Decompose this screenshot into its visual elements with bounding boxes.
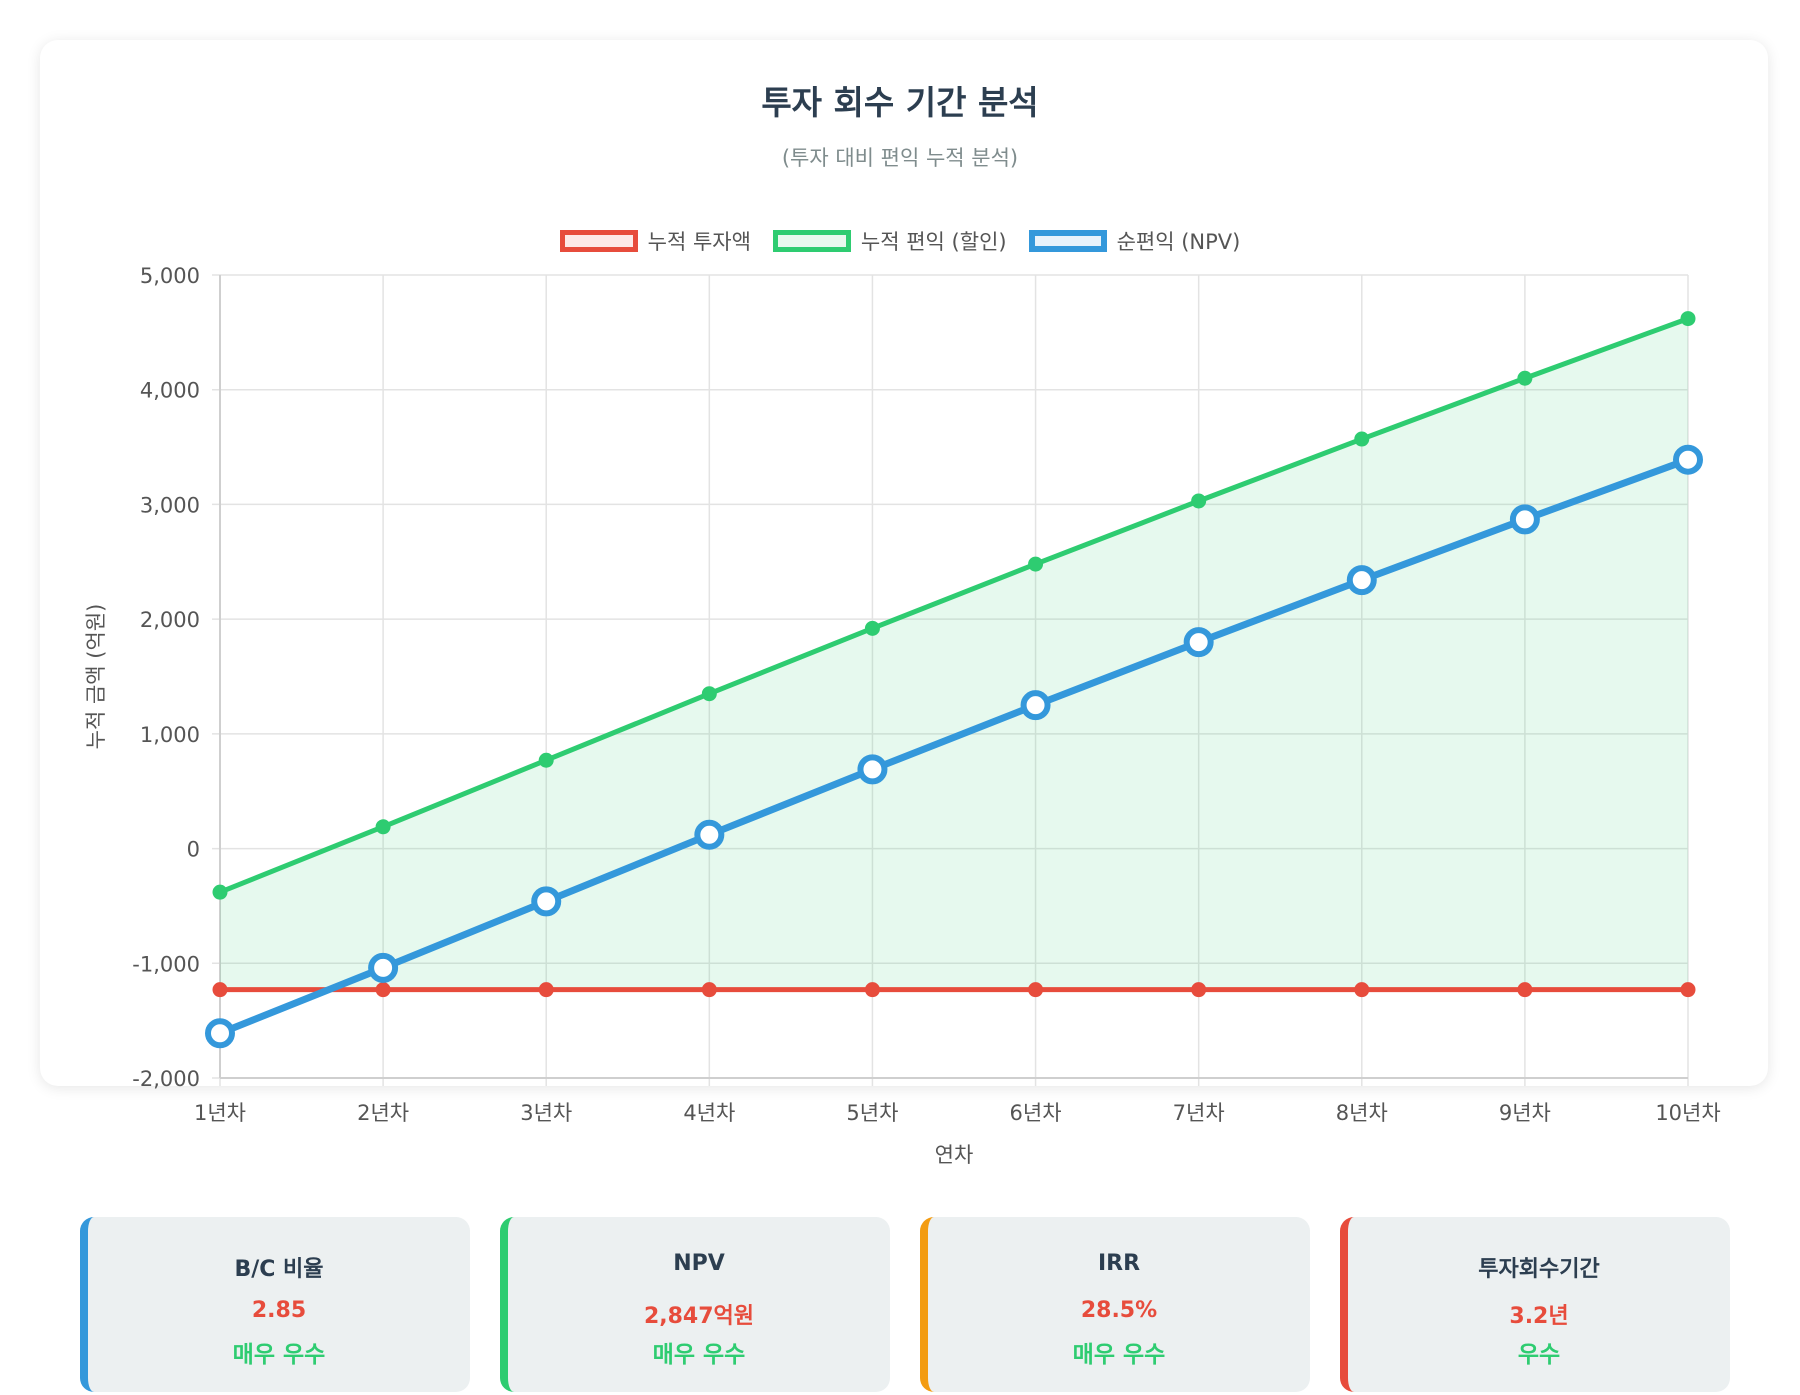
data-point-benefit	[1354, 431, 1370, 447]
y-tick-label: -1,000	[132, 952, 200, 976]
y-tick-label: 2,000	[140, 608, 200, 632]
data-point-investment	[701, 982, 717, 998]
line-chart: 5,000 4,000 3,000 2,000 1,000 0 -1,000 -2,000 1년…	[84, 264, 1721, 1167]
x-tick-label: 10년차	[1655, 1101, 1720, 1125]
x-tick-label: 8년차	[1336, 1101, 1388, 1125]
metric-rating: 매우 우수	[652, 1342, 746, 1368]
metric-card-npv: NPV 2,847억원 매우 우수	[500, 1217, 890, 1392]
x-tick-label: 3년차	[520, 1101, 572, 1125]
data-point-investment	[212, 982, 228, 998]
data-point-benefit	[864, 620, 880, 636]
metric-card-irr: IRR 28.5% 매우 우수	[920, 1217, 1310, 1392]
y-tick-label: 0	[187, 838, 200, 862]
data-point-benefit	[212, 884, 228, 900]
metric-value: 28.5%	[1080, 1298, 1158, 1323]
x-tick-label: 5년차	[846, 1101, 898, 1125]
x-tick-label: 1년차	[194, 1101, 246, 1125]
y-tick-label: 3,000	[140, 493, 200, 517]
x-tick-label: 2년차	[357, 1101, 409, 1125]
data-point-npv	[368, 952, 399, 983]
metric-label: B/C 비율	[234, 1257, 324, 1282]
data-point-npv	[857, 754, 888, 785]
legend-swatch-npv	[1028, 230, 1107, 252]
data-point-benefit	[538, 752, 554, 768]
data-point-investment	[1191, 982, 1207, 998]
data-point-investment	[1028, 982, 1044, 998]
data-point-investment	[1354, 982, 1370, 998]
chart-legend: 누적 투자액 누적 편익 (할인) 순편익 (NPV)	[0, 226, 1800, 256]
legend-item-investment[interactable]: 누적 투자액	[559, 226, 751, 256]
data-point-npv	[1020, 690, 1051, 721]
metrics-row: B/C 비율 2.85 매우 우수 NPV 2,847억원 매우 우수 IRR …	[80, 1217, 1730, 1395]
metric-rating: 매우 우수	[1072, 1342, 1166, 1368]
metric-value: 2.85	[251, 1298, 307, 1323]
series-line-benefit	[219, 316, 1689, 895]
x-tick-label: 9년차	[1499, 1101, 1551, 1125]
x-tick-label: 4년차	[683, 1101, 735, 1125]
data-point-investment	[375, 982, 391, 998]
legend-label-npv: 순편익 (NPV)	[1116, 230, 1241, 254]
chart-card	[40, 40, 1768, 1086]
x-tick-label: 7년차	[1173, 1101, 1225, 1125]
legend-item-npv[interactable]: 순편익 (NPV)	[1028, 226, 1241, 256]
x-tick-label: 6년차	[1010, 1101, 1062, 1125]
y-tick-label: 4,000	[140, 379, 200, 403]
metric-card-payback: 투자회수기간 3.2년 우수	[1340, 1217, 1730, 1392]
legend-label-investment: 누적 투자액	[647, 230, 751, 254]
legend-label-benefit: 누적 편익 (할인)	[860, 230, 1007, 254]
y-tick-label: 5,000	[140, 264, 200, 288]
metric-value: 2,847억원	[643, 1304, 755, 1329]
metric-rating: 우수	[1517, 1342, 1561, 1368]
data-point-benefit	[1191, 493, 1207, 509]
metric-card-bc-ratio: B/C 비율 2.85 매우 우수	[80, 1217, 470, 1392]
data-point-investment	[1680, 982, 1696, 998]
data-point-npv	[1673, 444, 1703, 475]
data-point-benefit	[1680, 311, 1696, 327]
data-point-npv	[1183, 627, 1214, 658]
series-line-npv	[218, 456, 1690, 1037]
data-point-benefit	[1517, 370, 1533, 386]
y-axis-title: 누적 금액 (억원)	[84, 604, 108, 750]
data-point-npv	[694, 819, 725, 850]
data-point-npv	[205, 1018, 235, 1049]
x-axis-title: 연차	[935, 1143, 974, 1167]
data-point-investment	[538, 982, 554, 998]
metric-label: NPV	[673, 1251, 725, 1276]
legend-swatch-investment	[559, 230, 638, 252]
metric-label: 투자회수기간	[1478, 1257, 1600, 1282]
data-point-investment	[1517, 982, 1533, 998]
metric-label: IRR	[1097, 1251, 1141, 1276]
data-point-npv	[1509, 504, 1540, 535]
data-point-npv	[1346, 565, 1377, 596]
data-point-benefit	[1028, 556, 1044, 572]
data-point-npv	[531, 886, 562, 917]
benefit-area-fill	[220, 318, 1688, 990]
y-tick-label: 1,000	[140, 723, 200, 747]
data-point-benefit	[375, 819, 391, 835]
metric-value: 3.2년	[1509, 1304, 1569, 1329]
metric-rating: 매우 우수	[232, 1342, 326, 1368]
data-point-benefit	[701, 686, 717, 702]
y-tick-label: -2,000	[132, 1067, 200, 1091]
legend-swatch-benefit	[772, 230, 851, 252]
chart-title: 투자 회수 기간 분석	[761, 83, 1039, 122]
chart-subtitle: (투자 대비 편익 누적 분석)	[781, 146, 1019, 170]
data-point-investment	[864, 982, 880, 998]
legend-item-benefit[interactable]: 누적 편익 (할인)	[772, 226, 1007, 256]
